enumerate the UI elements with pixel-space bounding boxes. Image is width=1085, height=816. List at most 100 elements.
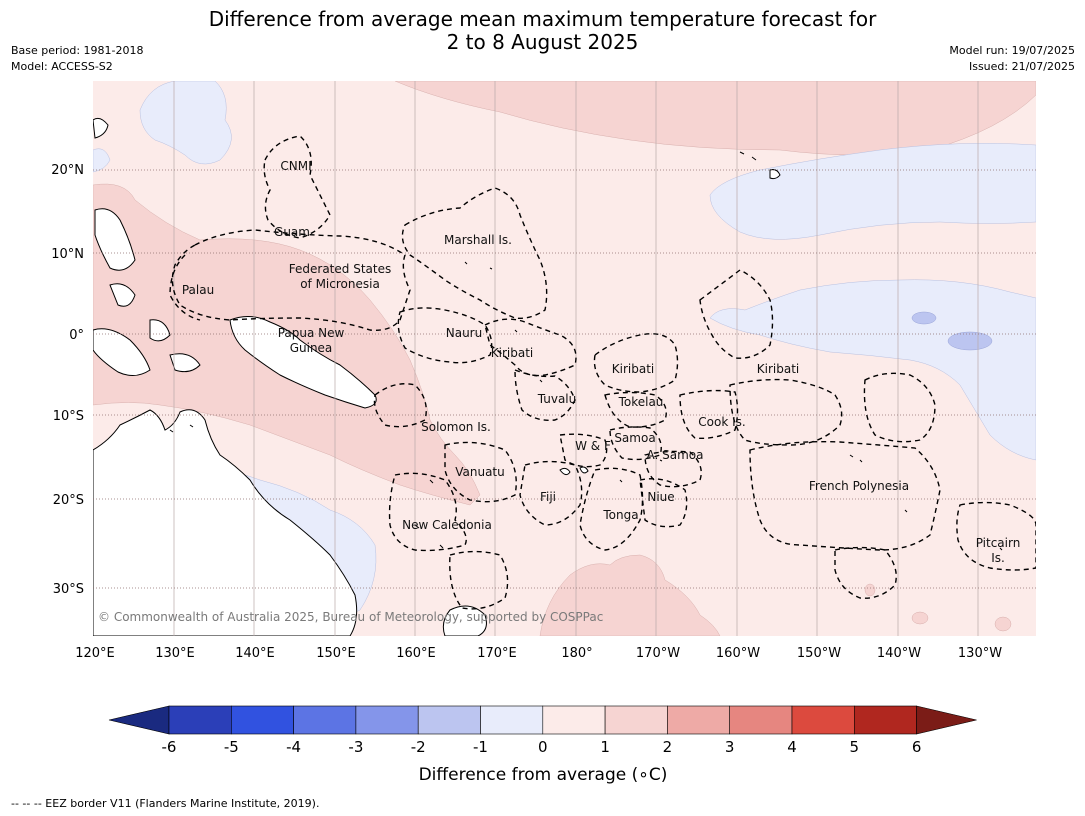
label-pitcairn-line-2: Is. bbox=[991, 551, 1005, 565]
hawaii-landmass bbox=[739, 151, 781, 180]
x-tick-label: 120°E bbox=[75, 646, 115, 661]
australia-landmass bbox=[93, 409, 358, 636]
title-line-2: 2 to 8 August 2025 bbox=[446, 30, 639, 54]
eez-borders bbox=[169, 135, 1036, 610]
x-tick-label: 180° bbox=[561, 646, 592, 661]
indonesia-landmass bbox=[93, 319, 201, 376]
longitude-tick-labels: 120°E 130°E 140°E 150°E 160°E 170°E 180°… bbox=[75, 646, 1002, 661]
label-kiribati-east: Kiribati bbox=[757, 362, 799, 376]
small-islands bbox=[169, 261, 1003, 551]
label-png-line-1: Papua New bbox=[278, 326, 345, 340]
x-tick-label: 160°E bbox=[396, 646, 436, 661]
copyright-notice: © Commonwealth of Australia 2025, Bureau… bbox=[98, 610, 603, 624]
colorbar-tick-label: -5 bbox=[224, 738, 239, 756]
x-tick-label: 160°W bbox=[716, 646, 760, 661]
label-marshall-is: Marshall Is. bbox=[444, 233, 512, 247]
y-tick-label: 10°N bbox=[51, 247, 84, 262]
anomaly-field-m1-0-east-equatorial bbox=[709, 279, 1036, 461]
label-tuvalu: Tuvalu bbox=[537, 392, 577, 406]
colorbar-segment bbox=[853, 705, 917, 735]
label-kiribati-central: Kiribati bbox=[612, 362, 654, 376]
colorbar-tick-label: -3 bbox=[348, 738, 363, 756]
label-fsm-line-1: Federated States bbox=[289, 262, 391, 276]
label-french-polynesia: French Polynesia bbox=[809, 479, 909, 493]
eez-legend-note: -- -- -- EEZ border V11 (Flanders Marine… bbox=[11, 797, 320, 810]
y-tick-label: 30°S bbox=[53, 582, 84, 597]
colorbar-extend-high bbox=[916, 705, 977, 735]
model-name: Model: ACCESS-S2 bbox=[11, 60, 113, 73]
colorbar-tick-label: 5 bbox=[850, 738, 860, 756]
y-tick-label: 20°N bbox=[51, 163, 84, 178]
colorbar-segment bbox=[729, 705, 793, 735]
label-new-caledonia: New Caledonia bbox=[402, 518, 492, 532]
label-palau: Palau bbox=[182, 283, 214, 297]
x-tick-label: 130°E bbox=[155, 646, 195, 661]
x-tick-label: 150°W bbox=[797, 646, 841, 661]
colorbar-segment bbox=[480, 705, 544, 735]
anomaly-field-1-2-south bbox=[539, 554, 721, 636]
colorbar-tick-label: 2 bbox=[663, 738, 673, 756]
colorbar-segment bbox=[417, 705, 481, 735]
label-kiribati-west: Kiribati bbox=[491, 346, 533, 360]
label-nauru: Nauru bbox=[446, 326, 482, 340]
label-pitcairn-line-1: Pitcairn bbox=[976, 536, 1021, 550]
japan-landmass bbox=[93, 117, 109, 139]
model-run: Model run: 19/07/2025 bbox=[949, 44, 1075, 57]
label-cnmi: CNMI bbox=[280, 159, 311, 173]
colorbar-title: Difference from average (∘C) bbox=[419, 765, 668, 785]
colorbar-tick-label: -2 bbox=[411, 738, 426, 756]
colorbar-tick-label: 1 bbox=[600, 738, 610, 756]
title-line-1: Difference from average mean maximum tem… bbox=[208, 7, 877, 31]
colorbar-tick-label: -4 bbox=[286, 738, 301, 756]
colorbar-tick-label: -1 bbox=[473, 738, 488, 756]
anomaly-field-1-2-spot-2 bbox=[994, 616, 1012, 632]
label-vanuatu: Vanuatu bbox=[455, 465, 505, 479]
map-panel: CNMI Guam Marshall Is. Federated States … bbox=[93, 81, 1036, 636]
anomaly-field-1-2-spot-1 bbox=[911, 611, 929, 625]
colorbar-tick-label: 3 bbox=[725, 738, 735, 756]
y-tick-label: 0° bbox=[69, 328, 84, 343]
label-tokelau: Tokelau bbox=[618, 395, 664, 409]
colorbar-segment bbox=[231, 705, 294, 735]
colorbar-segment bbox=[791, 705, 855, 735]
colorbar-segment bbox=[604, 705, 668, 735]
label-solomon-is: Solomon Is. bbox=[421, 420, 491, 434]
anomaly-field-m1-0-northeast bbox=[709, 143, 1036, 240]
colorbar-segment bbox=[293, 705, 357, 735]
anomaly-field-1-2-north bbox=[394, 81, 1036, 156]
colorbar-segment bbox=[168, 705, 232, 735]
issued-date: Issued: 21/07/2025 bbox=[968, 60, 1075, 73]
label-cook-is: Cook Is. bbox=[698, 415, 745, 429]
label-niue: Niue bbox=[647, 490, 674, 504]
anomaly-field-1-2-spot-3 bbox=[864, 583, 876, 597]
label-png-line-2: Guinea bbox=[290, 341, 333, 355]
colorbar-tick-label: -6 bbox=[162, 738, 177, 756]
x-tick-label: 150°E bbox=[316, 646, 356, 661]
label-wallis-futuna: W & F bbox=[575, 439, 611, 453]
colorbar-extend-low bbox=[108, 705, 170, 735]
label-fiji: Fiji bbox=[540, 490, 556, 504]
x-tick-label: 140°E bbox=[235, 646, 275, 661]
anomaly-field-m2-m1-east-2 bbox=[947, 331, 993, 351]
new-zealand-landmass bbox=[442, 605, 487, 636]
y-tick-label: 10°S bbox=[53, 409, 84, 424]
colorbar-segment bbox=[667, 705, 731, 735]
colorbar-segment bbox=[542, 705, 606, 735]
base-period: Base period: 1981-2018 bbox=[11, 44, 144, 57]
colorbar-tick-label: 6 bbox=[912, 738, 922, 756]
y-tick-label: 20°S bbox=[53, 493, 84, 508]
x-tick-label: 170°E bbox=[477, 646, 517, 661]
anomaly-field-m1-0-northwest bbox=[139, 81, 232, 165]
x-tick-label: 170°W bbox=[636, 646, 680, 661]
label-samoa: Samoa bbox=[614, 431, 655, 445]
anomaly-field-m2-m1-east-1 bbox=[911, 311, 937, 325]
region-labels: CNMI Guam Marshall Is. Federated States … bbox=[182, 159, 1020, 565]
label-fsm-line-2: of Micronesia bbox=[300, 277, 380, 291]
colorbar-segment bbox=[355, 705, 419, 735]
colorbar bbox=[108, 705, 977, 735]
colorbar-tick-labels: -6 -5 -4 -3 -2 -1 0 1 2 3 4 5 6 bbox=[162, 738, 922, 756]
label-guam: Guam bbox=[274, 225, 310, 239]
x-tick-label: 140°W bbox=[877, 646, 921, 661]
label-tonga: Tonga bbox=[602, 508, 638, 522]
